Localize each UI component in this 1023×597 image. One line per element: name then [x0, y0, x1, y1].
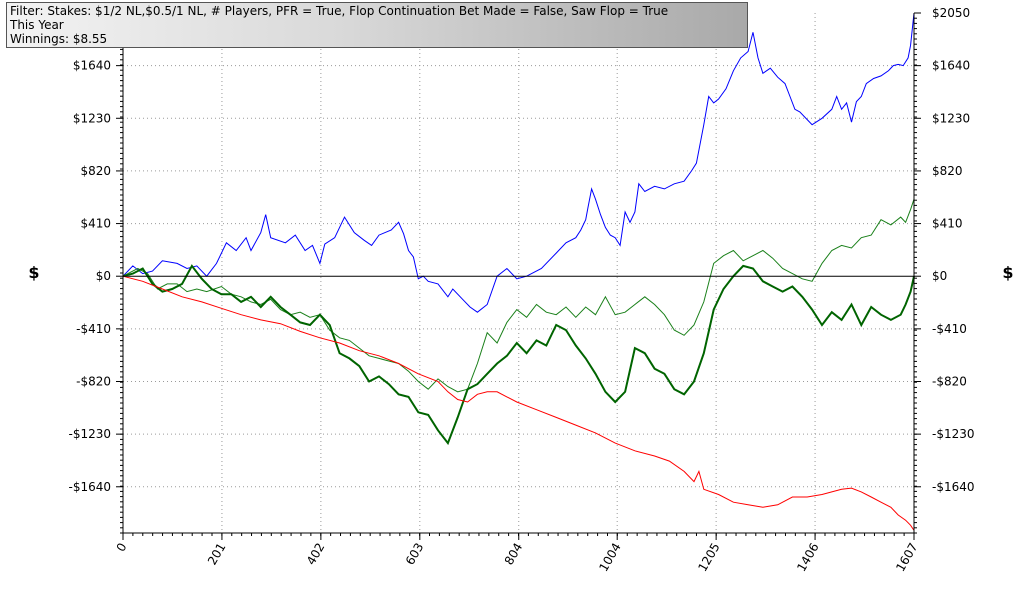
x-tick-label: 201: [205, 541, 229, 568]
y-tick-label-right: -$1230: [932, 427, 975, 441]
x-tick-label: 0: [114, 541, 130, 555]
x-tick-label: 603: [403, 541, 427, 568]
y-tick-label-right: -$410: [932, 322, 967, 336]
x-tick-label: 1205: [695, 541, 722, 574]
series-line-1: [122, 199, 915, 393]
x-tick-label: 1607: [893, 541, 920, 574]
y-tick-label-left: $0: [96, 269, 111, 283]
y-tick-label-right: $1230: [932, 111, 970, 125]
winnings-text: Winnings: $8.55: [10, 32, 108, 46]
x-tick-label: 402: [304, 541, 328, 568]
tick-marks: [116, 12, 921, 540]
y-tick-label-left: -$1230: [68, 427, 111, 441]
x-tick-label: 804: [502, 541, 526, 568]
y-tick-label-left: -$820: [76, 374, 111, 388]
y-tick-label-left: $410: [80, 217, 111, 231]
y-tick-label-right: -$1640: [932, 480, 975, 494]
y-tick-label-left: -$410: [76, 322, 111, 336]
y-tick-label-right: $0: [932, 269, 947, 283]
y-tick-label-right: $410: [932, 217, 963, 231]
y-tick-label-left: $1230: [73, 111, 111, 125]
tick-labels: $1640 $1230 $820 $410 $0 -$410 -$820 -$1230 -$16…: [68, 6, 974, 574]
y-tick-label-left: $820: [80, 164, 111, 178]
series-group: [122, 12, 915, 531]
y-tick-label-left: -$1640: [68, 480, 111, 494]
y-tick-label-right: $2050: [932, 6, 970, 20]
x-tick-label: 1004: [596, 541, 623, 574]
series-line-3: [122, 275, 915, 531]
y-tick-label-left: $1640: [73, 59, 111, 73]
period-text: This Year: [10, 18, 64, 32]
y-tick-label-right: $820: [932, 164, 963, 178]
y-axis-title-right: $: [1002, 263, 1013, 282]
series-line-0: [122, 12, 915, 313]
series-line-2: [122, 264, 915, 446]
filter-text: Filter: Stakes: $1/2 NL,$0.5/1 NL, # Pla…: [10, 4, 669, 18]
grid-lines: [123, 13, 914, 533]
x-tick-label: 1406: [794, 541, 821, 574]
filter-info-box: Filter: Stakes: $1/2 NL,$0.5/1 NL, # Pla…: [6, 2, 748, 48]
y-axis-title-left: $: [28, 263, 39, 282]
y-tick-label-right: -$820: [932, 374, 967, 388]
y-tick-label-right: $1640: [932, 59, 970, 73]
